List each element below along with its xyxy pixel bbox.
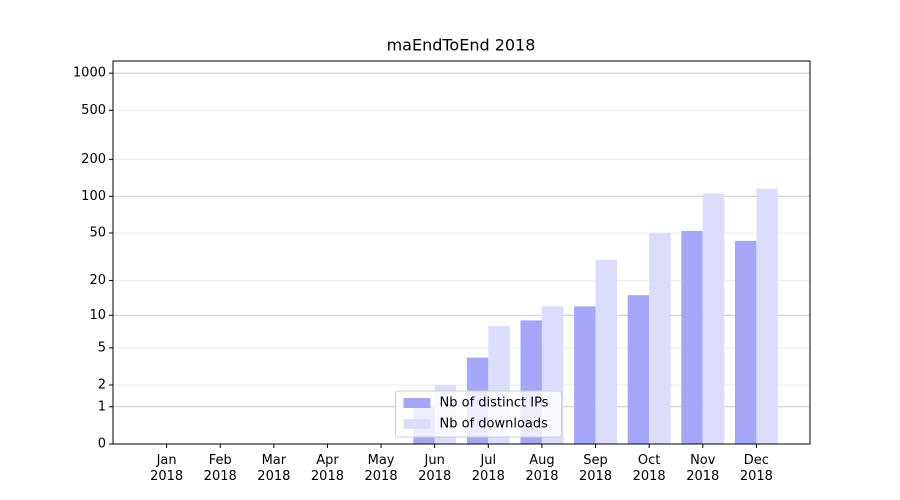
y-tick-label: 0 bbox=[98, 437, 106, 452]
legend-swatch bbox=[403, 419, 431, 429]
x-tick-label: Oct 2018 bbox=[632, 453, 666, 484]
x-tick-label: Feb 2018 bbox=[203, 453, 237, 484]
x-tick-label: May 2018 bbox=[364, 453, 398, 484]
y-tick-label: 10 bbox=[89, 308, 106, 323]
x-tick-label: Dec 2018 bbox=[739, 453, 773, 484]
bar bbox=[649, 232, 671, 444]
bar bbox=[627, 295, 650, 444]
y-tick-label: 2 bbox=[98, 378, 106, 393]
x-tick-label: Nov 2018 bbox=[686, 453, 720, 484]
x-tick-label: Sep 2018 bbox=[578, 453, 613, 484]
y-tick-label: 50 bbox=[89, 225, 106, 240]
x-tick-label: Mar 2018 bbox=[257, 453, 291, 484]
y-tick-label: 5 bbox=[98, 340, 106, 355]
bar bbox=[756, 188, 778, 444]
y-tick-label: 1000 bbox=[73, 66, 106, 81]
x-tick-label: Jul 2018 bbox=[471, 453, 505, 484]
x-tick-label: Aug 2018 bbox=[525, 453, 559, 484]
bar bbox=[595, 259, 617, 444]
plot-frame bbox=[112, 60, 811, 445]
legend-label: Nb of downloads bbox=[440, 417, 549, 432]
bar bbox=[702, 193, 725, 444]
bar bbox=[734, 240, 757, 444]
legend: Nb of distinct IPs Nb of downloads bbox=[395, 390, 562, 438]
legend-box bbox=[395, 390, 562, 438]
y-tick-label: 100 bbox=[81, 189, 106, 204]
x-tick-label: Jan 2018 bbox=[150, 453, 184, 484]
x-tick-label: Jun 2018 bbox=[418, 453, 452, 484]
y-tick-label: 200 bbox=[81, 152, 106, 167]
y-tick-label: 1 bbox=[98, 399, 106, 414]
legend-label: Nb of distinct IPs bbox=[440, 396, 549, 411]
bar bbox=[574, 306, 596, 444]
y-tick-label: 20 bbox=[89, 273, 106, 288]
y-tick-label: 500 bbox=[81, 103, 106, 118]
bar bbox=[681, 230, 703, 444]
x-tick-label: Apr 2018 bbox=[310, 453, 344, 484]
legend-swatch bbox=[403, 398, 431, 408]
chart-title: maEndToEnd 2018 bbox=[387, 36, 536, 55]
